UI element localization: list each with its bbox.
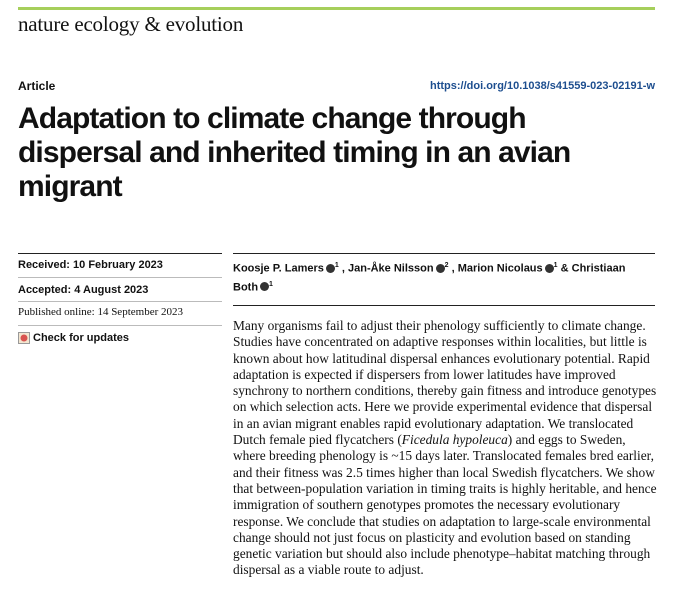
separator: ,: [451, 262, 455, 275]
journal-name: nature ecology & evolution: [18, 12, 244, 36]
author-name: Koosje P. Lamers: [233, 262, 324, 275]
abstract-text: ) and eggs to Sweden, where breeding phe…: [233, 432, 657, 578]
author-name: Jan-Åke Nilsson: [348, 262, 434, 275]
affiliation: 1: [553, 262, 558, 269]
published-date: Published online: 14 September 2023: [18, 306, 183, 318]
separator: ,: [341, 262, 345, 275]
check-icon: [18, 332, 30, 344]
article-title: Adaptation to climate change through dis…: [18, 102, 571, 203]
divider: [18, 277, 222, 278]
affiliation: 2: [444, 262, 449, 269]
rule: [233, 305, 655, 306]
divider: [18, 301, 222, 302]
orcid-icon: [325, 263, 335, 273]
top-rule: [18, 7, 655, 10]
abstract-text: Many organisms fail to adjust their phen…: [233, 318, 657, 448]
rule: [233, 253, 655, 254]
article-type: Article: [18, 79, 56, 93]
orcid-icon: [435, 263, 445, 273]
abstract: Many organisms fail to adjust their phen…: [233, 318, 657, 579]
separator: &: [560, 262, 569, 275]
check-updates[interactable]: Check for updates: [18, 332, 129, 344]
orcid-icon: [544, 263, 554, 273]
orcid-icon: [260, 282, 270, 292]
check-label[interactable]: Check for updates: [33, 332, 129, 344]
author-name: Christiaan Both: [233, 262, 626, 294]
author-list: Koosje P. Lamers 1 , Jan-Åke Nilsson 2 , M…: [233, 258, 643, 295]
accepted-date: Accepted: 4 August 2023: [18, 284, 149, 296]
divider: [18, 325, 222, 326]
species-name: Ficedula hypoleuca: [401, 432, 508, 448]
author-name: Marion Nicolaus: [457, 262, 543, 275]
received-date: Received: 10 February 2023: [18, 259, 163, 271]
affiliation: 1: [269, 280, 273, 288]
rule: [18, 253, 222, 254]
affiliation: 1: [334, 262, 339, 269]
doi-link[interactable]: https://doi.org/10.1038/s41559-023-02191…: [430, 80, 655, 92]
